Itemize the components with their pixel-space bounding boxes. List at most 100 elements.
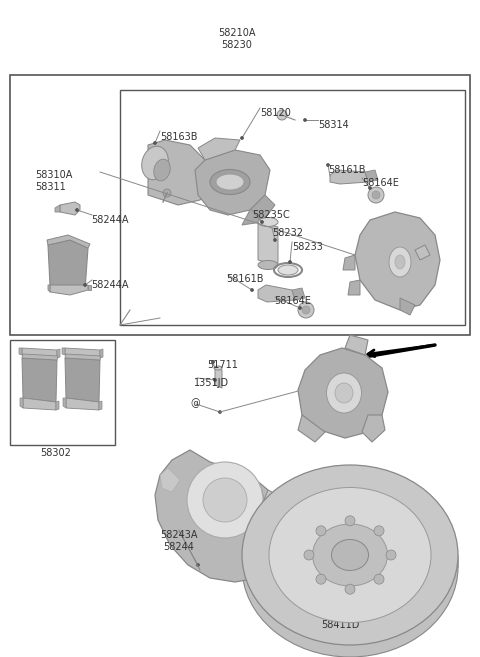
Circle shape bbox=[304, 550, 314, 560]
Polygon shape bbox=[99, 401, 102, 410]
Polygon shape bbox=[55, 205, 60, 212]
Text: 58411D: 58411D bbox=[321, 620, 359, 630]
Polygon shape bbox=[160, 468, 180, 492]
Ellipse shape bbox=[216, 174, 244, 190]
Polygon shape bbox=[292, 288, 305, 300]
Bar bbox=[10, 75, 470, 335]
Polygon shape bbox=[19, 348, 22, 355]
Text: 1351JD: 1351JD bbox=[194, 378, 229, 388]
Text: 58161B: 58161B bbox=[328, 165, 365, 175]
Text: 58235C: 58235C bbox=[252, 210, 290, 220]
Circle shape bbox=[316, 526, 326, 536]
Polygon shape bbox=[355, 212, 440, 310]
Polygon shape bbox=[23, 398, 56, 410]
Text: 58314: 58314 bbox=[318, 120, 349, 130]
Circle shape bbox=[251, 288, 253, 292]
Polygon shape bbox=[192, 468, 265, 535]
Circle shape bbox=[326, 164, 329, 166]
Circle shape bbox=[338, 608, 341, 612]
Polygon shape bbox=[62, 348, 65, 355]
Polygon shape bbox=[242, 195, 275, 225]
Ellipse shape bbox=[278, 265, 298, 275]
Polygon shape bbox=[65, 348, 100, 358]
Circle shape bbox=[345, 584, 355, 594]
Ellipse shape bbox=[242, 477, 458, 657]
Polygon shape bbox=[365, 170, 378, 182]
Circle shape bbox=[345, 516, 355, 526]
Polygon shape bbox=[63, 398, 66, 408]
Text: 58244A: 58244A bbox=[91, 280, 129, 290]
Text: 58163B: 58163B bbox=[160, 132, 197, 142]
Ellipse shape bbox=[312, 524, 387, 586]
Circle shape bbox=[203, 478, 247, 522]
Ellipse shape bbox=[210, 170, 250, 194]
Polygon shape bbox=[215, 368, 222, 388]
Circle shape bbox=[277, 110, 287, 120]
Text: 58302: 58302 bbox=[41, 448, 72, 458]
Polygon shape bbox=[47, 235, 90, 248]
Polygon shape bbox=[345, 335, 368, 355]
Text: 58233: 58233 bbox=[292, 242, 323, 252]
Ellipse shape bbox=[335, 383, 353, 403]
Text: @: @ bbox=[190, 398, 200, 408]
Ellipse shape bbox=[269, 487, 431, 622]
Polygon shape bbox=[56, 401, 59, 410]
Text: 58310A
58311: 58310A 58311 bbox=[35, 170, 72, 193]
Polygon shape bbox=[148, 140, 210, 205]
Circle shape bbox=[386, 550, 396, 560]
Polygon shape bbox=[48, 240, 88, 290]
Text: 51711: 51711 bbox=[207, 360, 238, 370]
Polygon shape bbox=[57, 349, 60, 358]
Polygon shape bbox=[343, 255, 355, 270]
Circle shape bbox=[261, 221, 264, 223]
Circle shape bbox=[163, 189, 171, 197]
Polygon shape bbox=[330, 170, 368, 184]
Circle shape bbox=[240, 137, 243, 139]
Circle shape bbox=[154, 141, 156, 145]
Ellipse shape bbox=[242, 465, 458, 645]
Polygon shape bbox=[198, 138, 240, 160]
Polygon shape bbox=[362, 415, 385, 442]
Polygon shape bbox=[195, 150, 270, 215]
Circle shape bbox=[316, 574, 326, 584]
Circle shape bbox=[302, 306, 310, 314]
Polygon shape bbox=[400, 298, 415, 315]
Polygon shape bbox=[66, 398, 99, 410]
Circle shape bbox=[84, 284, 86, 286]
Polygon shape bbox=[100, 349, 103, 358]
Polygon shape bbox=[298, 348, 388, 438]
Polygon shape bbox=[50, 285, 88, 295]
Polygon shape bbox=[22, 348, 57, 358]
Ellipse shape bbox=[258, 260, 278, 269]
Polygon shape bbox=[298, 415, 325, 442]
Bar bbox=[10, 340, 115, 445]
Text: 58210A
58230: 58210A 58230 bbox=[218, 28, 256, 51]
Circle shape bbox=[368, 187, 384, 203]
Polygon shape bbox=[348, 280, 360, 295]
Polygon shape bbox=[258, 285, 295, 302]
Polygon shape bbox=[65, 358, 100, 402]
Polygon shape bbox=[415, 245, 430, 260]
Circle shape bbox=[374, 574, 384, 584]
Polygon shape bbox=[88, 285, 91, 290]
Polygon shape bbox=[65, 354, 101, 360]
Text: 58232: 58232 bbox=[272, 228, 303, 238]
Polygon shape bbox=[155, 450, 282, 582]
Text: 58244A: 58244A bbox=[91, 215, 129, 225]
Text: 58120: 58120 bbox=[260, 108, 291, 118]
Circle shape bbox=[212, 361, 215, 363]
Ellipse shape bbox=[389, 247, 411, 277]
Ellipse shape bbox=[332, 539, 369, 570]
Polygon shape bbox=[20, 398, 23, 408]
Polygon shape bbox=[48, 285, 50, 292]
Circle shape bbox=[298, 302, 314, 318]
Circle shape bbox=[196, 564, 200, 566]
Circle shape bbox=[214, 378, 216, 382]
Circle shape bbox=[75, 208, 79, 212]
Polygon shape bbox=[22, 354, 58, 360]
Bar bbox=[120, 90, 465, 325]
Polygon shape bbox=[242, 555, 458, 567]
Circle shape bbox=[288, 260, 291, 263]
Polygon shape bbox=[22, 358, 57, 402]
Circle shape bbox=[372, 191, 380, 199]
